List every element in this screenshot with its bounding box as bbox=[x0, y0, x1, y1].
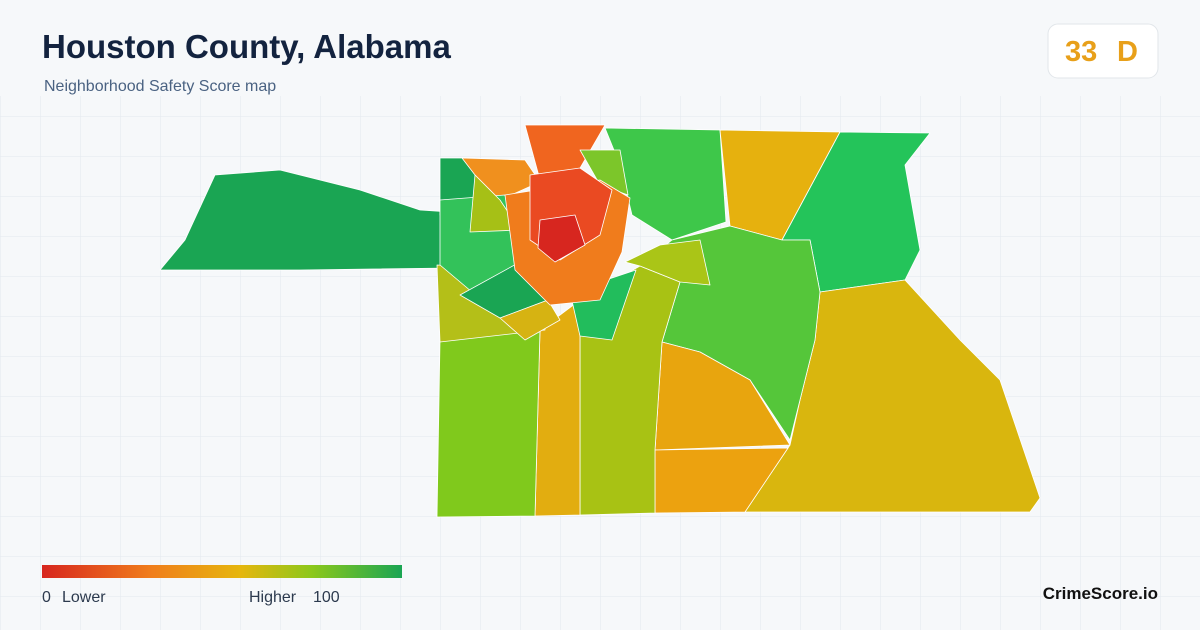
score-value: 33 bbox=[1065, 36, 1097, 68]
subtitle: Neighborhood Safety Score map bbox=[44, 78, 276, 95]
region bbox=[436, 329, 541, 518]
legend-max: 100 bbox=[313, 589, 340, 606]
region bbox=[534, 299, 581, 517]
legend-min-label: Lower bbox=[62, 589, 106, 606]
region bbox=[461, 157, 541, 201]
region bbox=[537, 214, 586, 263]
badge-box bbox=[1047, 23, 1159, 79]
region bbox=[579, 149, 629, 196]
county-map bbox=[159, 124, 1041, 518]
region bbox=[159, 169, 453, 271]
region bbox=[624, 239, 711, 286]
score-grade: D bbox=[1117, 36, 1138, 68]
legend-max-label: Higher bbox=[249, 589, 297, 606]
title: Houston County, Alabama bbox=[42, 28, 451, 65]
legend-min: 0 bbox=[42, 589, 51, 606]
region bbox=[499, 299, 561, 341]
legend-gradient bbox=[42, 565, 402, 578]
score-badge: 33 D bbox=[1047, 23, 1159, 79]
brand: CrimeScore.io bbox=[1043, 584, 1158, 603]
